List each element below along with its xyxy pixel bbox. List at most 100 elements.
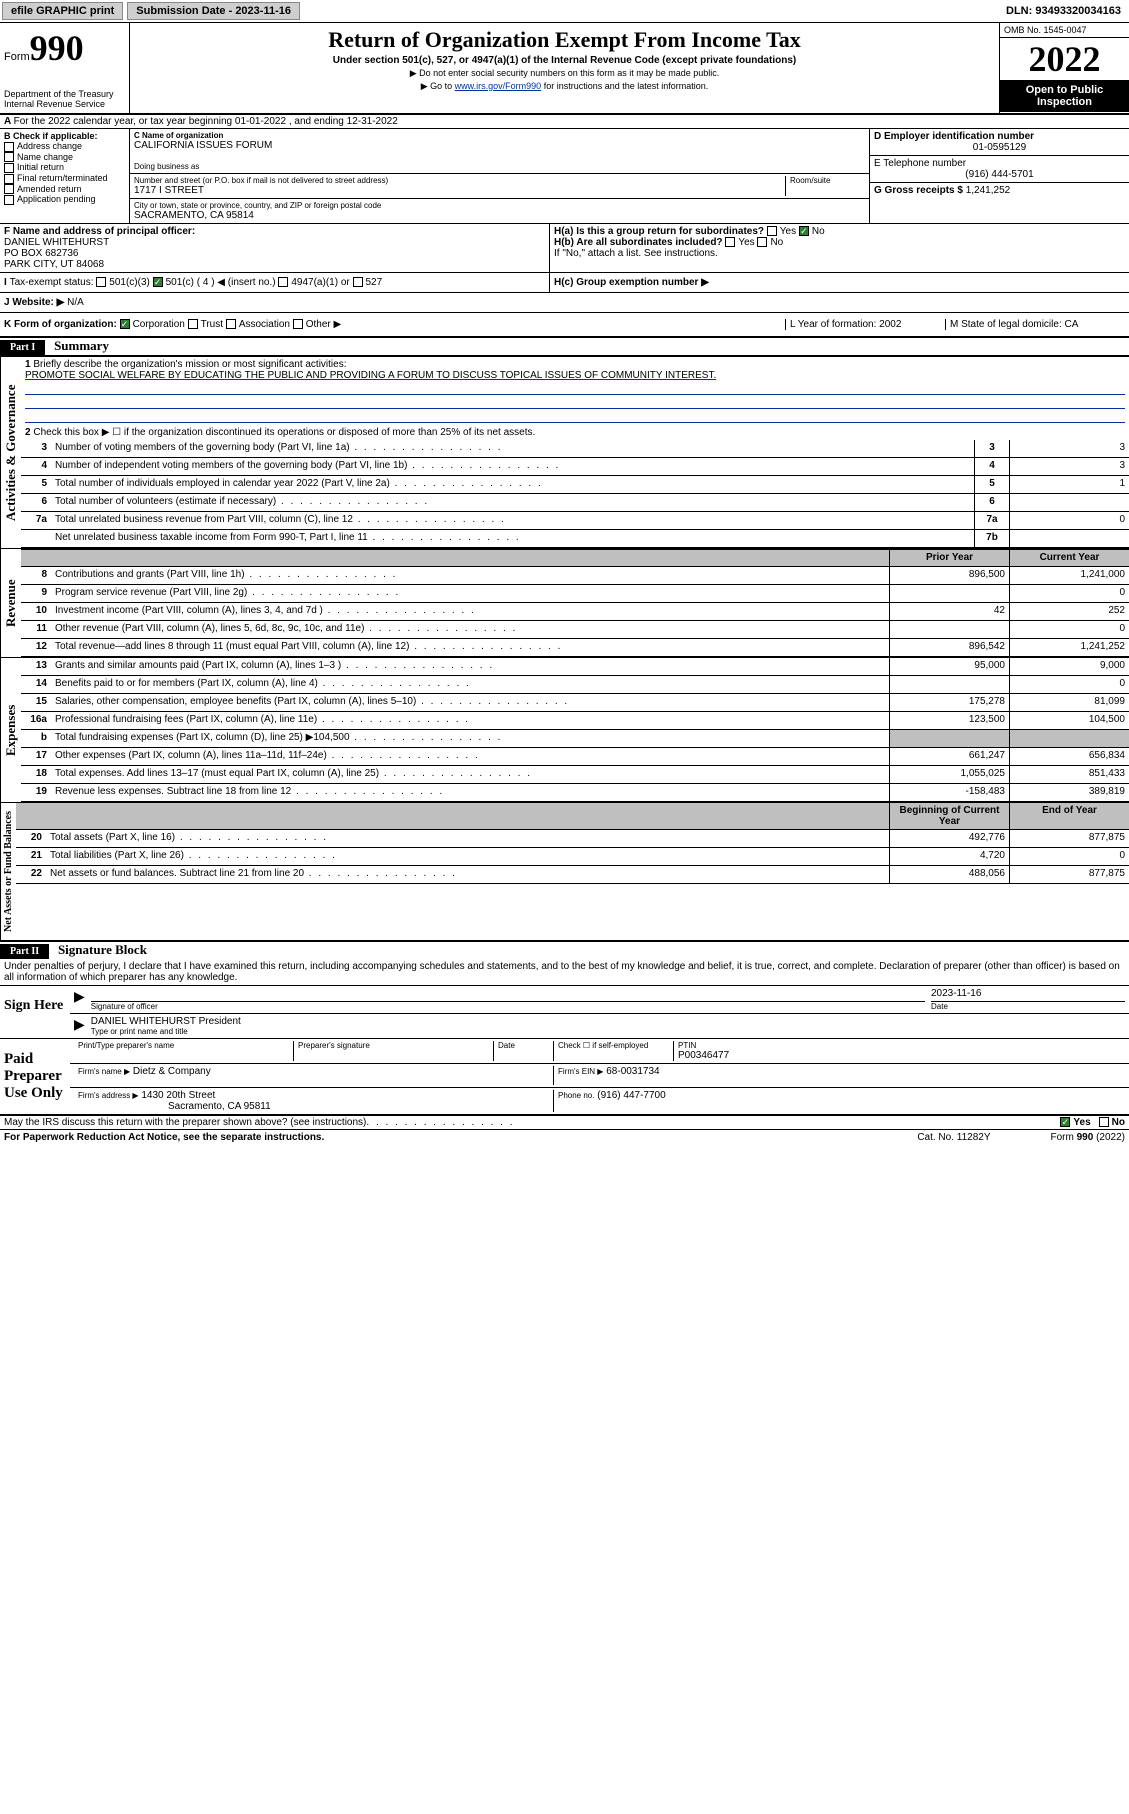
line-num: 4	[21, 458, 51, 475]
line-value	[1009, 494, 1129, 511]
line-num: 19	[21, 784, 51, 801]
line-box: 7a	[974, 512, 1009, 529]
line-desc: Other revenue (Part VIII, column (A), li…	[51, 621, 889, 638]
line-num: 21	[16, 848, 46, 865]
line-a: A For the 2022 calendar year, or tax yea…	[0, 115, 1129, 129]
section-net-assets: Net Assets or Fund Balances	[0, 803, 16, 940]
cb-discuss-no[interactable]	[1099, 1117, 1109, 1127]
cb-assoc[interactable]	[226, 319, 236, 329]
current-value: 851,433	[1009, 766, 1129, 783]
part2-header: Part II	[0, 944, 49, 959]
ein: 01-0595129	[874, 142, 1125, 153]
line-num: 18	[21, 766, 51, 783]
cb-trust[interactable]	[188, 319, 198, 329]
officer-name: DANIEL WHITEHURST	[4, 237, 545, 248]
cb-final-return[interactable]	[4, 174, 14, 184]
line-num: 5	[21, 476, 51, 493]
may-irs-discuss: May the IRS discuss this return with the…	[4, 1117, 366, 1128]
main-title: Return of Organization Exempt From Incom…	[134, 27, 995, 53]
line-box: 3	[974, 440, 1009, 457]
col-end-year: End of Year	[1009, 803, 1129, 829]
cb-other[interactable]	[293, 319, 303, 329]
instr-goto: ▶ Go to www.irs.gov/Form990 for instruct…	[134, 81, 995, 92]
irs-link[interactable]: www.irs.gov/Form990	[455, 81, 542, 91]
omb-number: OMB No. 1545-0047	[1000, 23, 1129, 38]
line2-checkbox-text: Check this box ▶ ☐ if the organization d…	[33, 427, 535, 438]
line-num: 14	[21, 676, 51, 693]
cb-501c3[interactable]	[96, 277, 106, 287]
cb-ha-no[interactable]	[799, 226, 809, 236]
line-box: 6	[974, 494, 1009, 511]
cb-hb-no[interactable]	[757, 237, 767, 247]
line-desc: Other expenses (Part IX, column (A), lin…	[51, 748, 889, 765]
current-value: 0	[1009, 585, 1129, 602]
current-value: 81,099	[1009, 694, 1129, 711]
year-formation: L Year of formation: 2002	[785, 319, 945, 330]
efile-button[interactable]: efile GRAPHIC print	[2, 2, 123, 20]
line-desc: Net unrelated business taxable income fr…	[51, 530, 974, 547]
cb-4947[interactable]	[278, 277, 288, 287]
cb-app-pending[interactable]	[4, 195, 14, 205]
cb-address-change[interactable]	[4, 142, 14, 152]
cat-no: Cat. No. 11282Y	[917, 1132, 990, 1143]
ptin: P00346477	[678, 1050, 1121, 1061]
cb-initial-return[interactable]	[4, 163, 14, 173]
line-desc: Benefits paid to or for members (Part IX…	[51, 676, 889, 693]
line-num: 9	[21, 585, 51, 602]
prior-value: 488,056	[889, 866, 1009, 883]
prior-value: -158,483	[889, 784, 1009, 801]
firm-ein: 68-0031734	[606, 1066, 659, 1077]
cb-527[interactable]	[353, 277, 363, 287]
sign-here-label: Sign Here	[0, 986, 70, 1038]
officer-typed-name: DANIEL WHITEHURST President	[91, 1016, 1125, 1027]
prior-value: 896,542	[889, 639, 1009, 656]
line-value: 3	[1009, 458, 1129, 475]
line-num	[21, 530, 51, 547]
instr-ssn: ▶ Do not enter social security numbers o…	[134, 68, 995, 79]
line-num: 6	[21, 494, 51, 511]
current-value: 9,000	[1009, 658, 1129, 675]
prior-value: 661,247	[889, 748, 1009, 765]
line-desc: Number of voting members of the governin…	[51, 440, 974, 457]
current-value: 877,875	[1009, 866, 1129, 883]
current-value: 0	[1009, 676, 1129, 693]
section-b-checkboxes: B Check if applicable: Address change Na…	[0, 129, 130, 223]
cb-discuss-yes[interactable]	[1060, 1117, 1070, 1127]
line-value: 0	[1009, 512, 1129, 529]
cb-corp[interactable]	[120, 319, 130, 329]
cb-hb-yes[interactable]	[725, 237, 735, 247]
h-note: If "No," attach a list. See instructions…	[554, 248, 1125, 259]
line-desc: Number of independent voting members of …	[51, 458, 974, 475]
current-value: 877,875	[1009, 830, 1129, 847]
current-value: 0	[1009, 848, 1129, 865]
line-desc: Total revenue—add lines 8 through 11 (mu…	[51, 639, 889, 656]
line-desc: Grants and similar amounts paid (Part IX…	[51, 658, 889, 675]
current-value: 252	[1009, 603, 1129, 620]
pra-notice: For Paperwork Reduction Act Notice, see …	[4, 1132, 324, 1143]
firm-phone: (916) 447-7700	[597, 1090, 665, 1101]
line-desc: Total unrelated business revenue from Pa…	[51, 512, 974, 529]
line-desc: Total expenses. Add lines 13–17 (must eq…	[51, 766, 889, 783]
line-desc: Investment income (Part VIII, column (A)…	[51, 603, 889, 620]
officer-addr2: PARK CITY, UT 84068	[4, 259, 545, 270]
declaration-text: Under penalties of perjury, I declare th…	[0, 959, 1129, 986]
dln-text: DLN: 93493320034163	[1006, 5, 1129, 17]
hb-subordinates: H(b) Are all subordinates included? Yes …	[554, 237, 1125, 248]
state-domicile: M State of legal domicile: CA	[945, 319, 1125, 330]
arrow-icon: ▶	[74, 1016, 85, 1036]
submission-date-button[interactable]: Submission Date - 2023-11-16	[127, 2, 300, 20]
prior-value: 1,055,025	[889, 766, 1009, 783]
line-num: b	[21, 730, 51, 747]
cb-name-change[interactable]	[4, 152, 14, 162]
current-value: 656,834	[1009, 748, 1129, 765]
line-num: 22	[16, 866, 46, 883]
cb-ha-yes[interactable]	[767, 226, 777, 236]
prior-value: 175,278	[889, 694, 1009, 711]
prior-value: 492,776	[889, 830, 1009, 847]
part2-title: Signature Block	[52, 942, 147, 957]
cb-amended[interactable]	[4, 184, 14, 194]
prior-value: 896,500	[889, 567, 1009, 584]
col-current-year: Current Year	[1009, 550, 1129, 566]
cb-501c[interactable]	[153, 277, 163, 287]
section-revenue: Revenue	[0, 549, 21, 657]
